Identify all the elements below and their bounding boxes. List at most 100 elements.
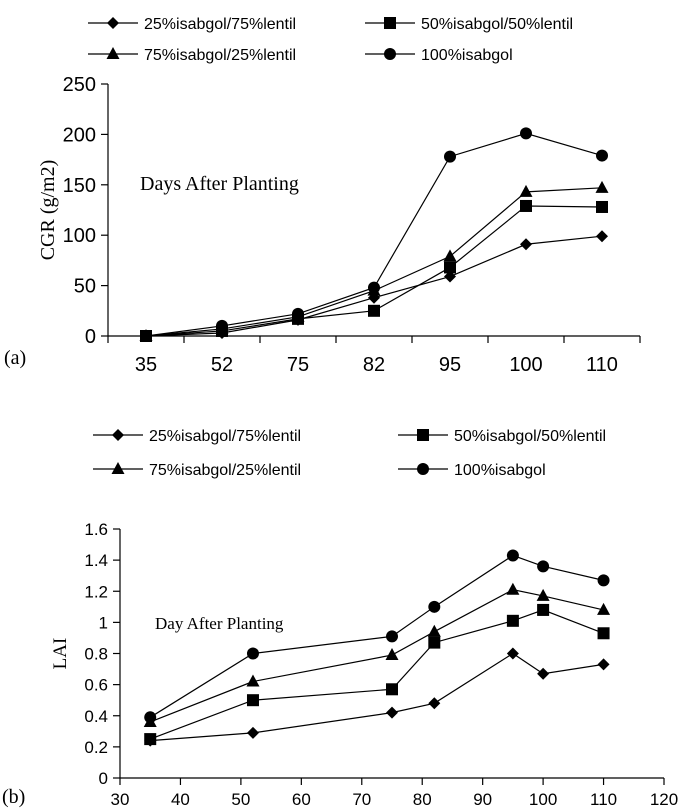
- panel-tag: (b): [2, 786, 25, 808]
- data-point: [427, 624, 441, 637]
- data-point: [596, 149, 608, 162]
- series: [144, 549, 610, 724]
- data-point: [506, 647, 519, 660]
- series: [140, 199, 608, 342]
- x-tick-label: 40: [171, 790, 190, 809]
- data-point: [444, 261, 456, 274]
- series-line: [150, 589, 604, 723]
- data-point: [597, 602, 611, 615]
- data-point: [536, 588, 550, 601]
- legend-marker: [112, 429, 124, 441]
- x-tick-label: 110: [586, 354, 618, 376]
- y-tick-label: 1.4: [84, 551, 108, 570]
- data-point: [506, 549, 519, 562]
- chart-b: 25%isabgol/75%lentil 50%isabgol/50%lentil…: [2, 428, 678, 809]
- data-point: [386, 706, 398, 719]
- y-tick-label: 0.4: [84, 707, 108, 726]
- y-tick-label: 1: [99, 613, 108, 632]
- legend-marker: [111, 462, 125, 474]
- x-tick-label: 70: [352, 790, 371, 809]
- data-point: [144, 733, 157, 746]
- data-point: [368, 304, 380, 317]
- legend-entry: 50%isabgol/50%lentil: [398, 428, 606, 445]
- legend-entry: 100%isabgol: [365, 47, 513, 64]
- chart-a: 25%isabgol/75%lentil 50%isabgol/50%lentil…: [4, 16, 641, 376]
- x-tick-label: 50: [231, 790, 250, 809]
- x-tick-label: 60: [292, 790, 311, 809]
- y-tick-label: 100: [63, 225, 96, 247]
- legend-label: 75%isabgol/25%lentil: [149, 462, 301, 479]
- legend-label: 25%isabgol/75%lentil: [144, 16, 296, 33]
- legend-entry: 75%isabgol/25%lentil: [93, 462, 301, 479]
- data-point: [444, 150, 456, 163]
- annotation: Day After Planting: [155, 614, 284, 633]
- x-tick-label: 52: [211, 354, 233, 376]
- x-tick-label: 35: [135, 354, 157, 376]
- data-point: [520, 127, 532, 140]
- x-tick-label: 100: [509, 354, 542, 376]
- data-point: [444, 270, 456, 283]
- legend-entry: 25%isabgol/75%lentil: [93, 428, 301, 445]
- data-point: [144, 711, 157, 724]
- legend-marker: [107, 17, 119, 29]
- data-point: [443, 249, 457, 262]
- data-point: [385, 648, 399, 661]
- y-tick-label: 0: [85, 326, 96, 348]
- legend-label: 100%isabgol: [454, 462, 546, 479]
- y-tick-label: 200: [63, 124, 96, 146]
- y-tick-label: 0: [99, 769, 108, 788]
- y-tick-label: 150: [63, 175, 96, 197]
- legend-label: 100%isabgol: [421, 47, 513, 64]
- x-tick-label: 90: [473, 790, 492, 809]
- data-point: [246, 647, 259, 660]
- x-tick-label: 95: [439, 354, 461, 376]
- data-point: [537, 560, 550, 573]
- data-point: [368, 281, 380, 294]
- data-point: [596, 230, 608, 243]
- series-line: [149, 554, 604, 718]
- panel-tag: (a): [4, 347, 26, 369]
- y-axis-label: CGR (g/m2): [37, 160, 59, 261]
- legend-label: 50%isabgol/50%lentil: [454, 428, 606, 445]
- y-axis-label: LAI: [50, 638, 71, 670]
- data-point: [428, 600, 441, 613]
- y-tick-label: 1.2: [84, 582, 108, 601]
- y-tick-label: 0.8: [84, 645, 108, 664]
- data-point: [520, 238, 532, 251]
- data-point: [595, 180, 609, 193]
- data-point: [140, 330, 152, 342]
- x-tick-label: 30: [111, 790, 130, 809]
- legend-label: 50%isabgol/50%lentil: [421, 16, 573, 33]
- data-point: [597, 627, 610, 640]
- legend-entry: 50%isabgol/50%lentil: [365, 16, 573, 33]
- annotation: Days After Planting: [140, 173, 299, 195]
- data-point: [216, 319, 228, 332]
- legend-label: 25%isabgol/75%lentil: [149, 428, 301, 445]
- data-point: [597, 574, 610, 587]
- data-point: [246, 674, 260, 687]
- series: [143, 582, 611, 727]
- legend-marker: [417, 463, 429, 475]
- data-point: [428, 636, 441, 649]
- x-tick-label: 82: [363, 354, 385, 376]
- legend-entry: 75%isabgol/25%lentil: [88, 47, 296, 64]
- data-point: [428, 697, 441, 710]
- data-point: [506, 614, 519, 627]
- x-tick-label: 100: [529, 790, 557, 809]
- legend-label: 75%isabgol/25%lentil: [144, 47, 296, 64]
- data-point: [386, 683, 398, 696]
- y-tick-label: 0.2: [84, 738, 108, 757]
- data-point: [597, 658, 610, 671]
- data-point: [537, 667, 550, 680]
- data-point: [506, 582, 520, 595]
- data-point: [292, 307, 304, 320]
- x-tick-label: 120: [650, 790, 678, 809]
- data-point: [537, 603, 550, 616]
- x-tick-label: 75: [287, 354, 309, 376]
- legend-marker: [417, 429, 429, 441]
- x-tick-label: 80: [413, 790, 432, 809]
- series: [144, 603, 610, 746]
- legend-marker: [384, 48, 396, 60]
- data-point: [519, 184, 533, 197]
